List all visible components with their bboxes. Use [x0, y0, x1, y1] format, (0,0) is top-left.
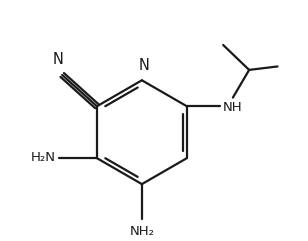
Text: N: N	[53, 52, 63, 67]
Text: N: N	[138, 58, 149, 73]
Text: H₂N: H₂N	[31, 151, 56, 164]
Text: NH: NH	[222, 101, 242, 114]
Text: NH₂: NH₂	[129, 225, 154, 238]
